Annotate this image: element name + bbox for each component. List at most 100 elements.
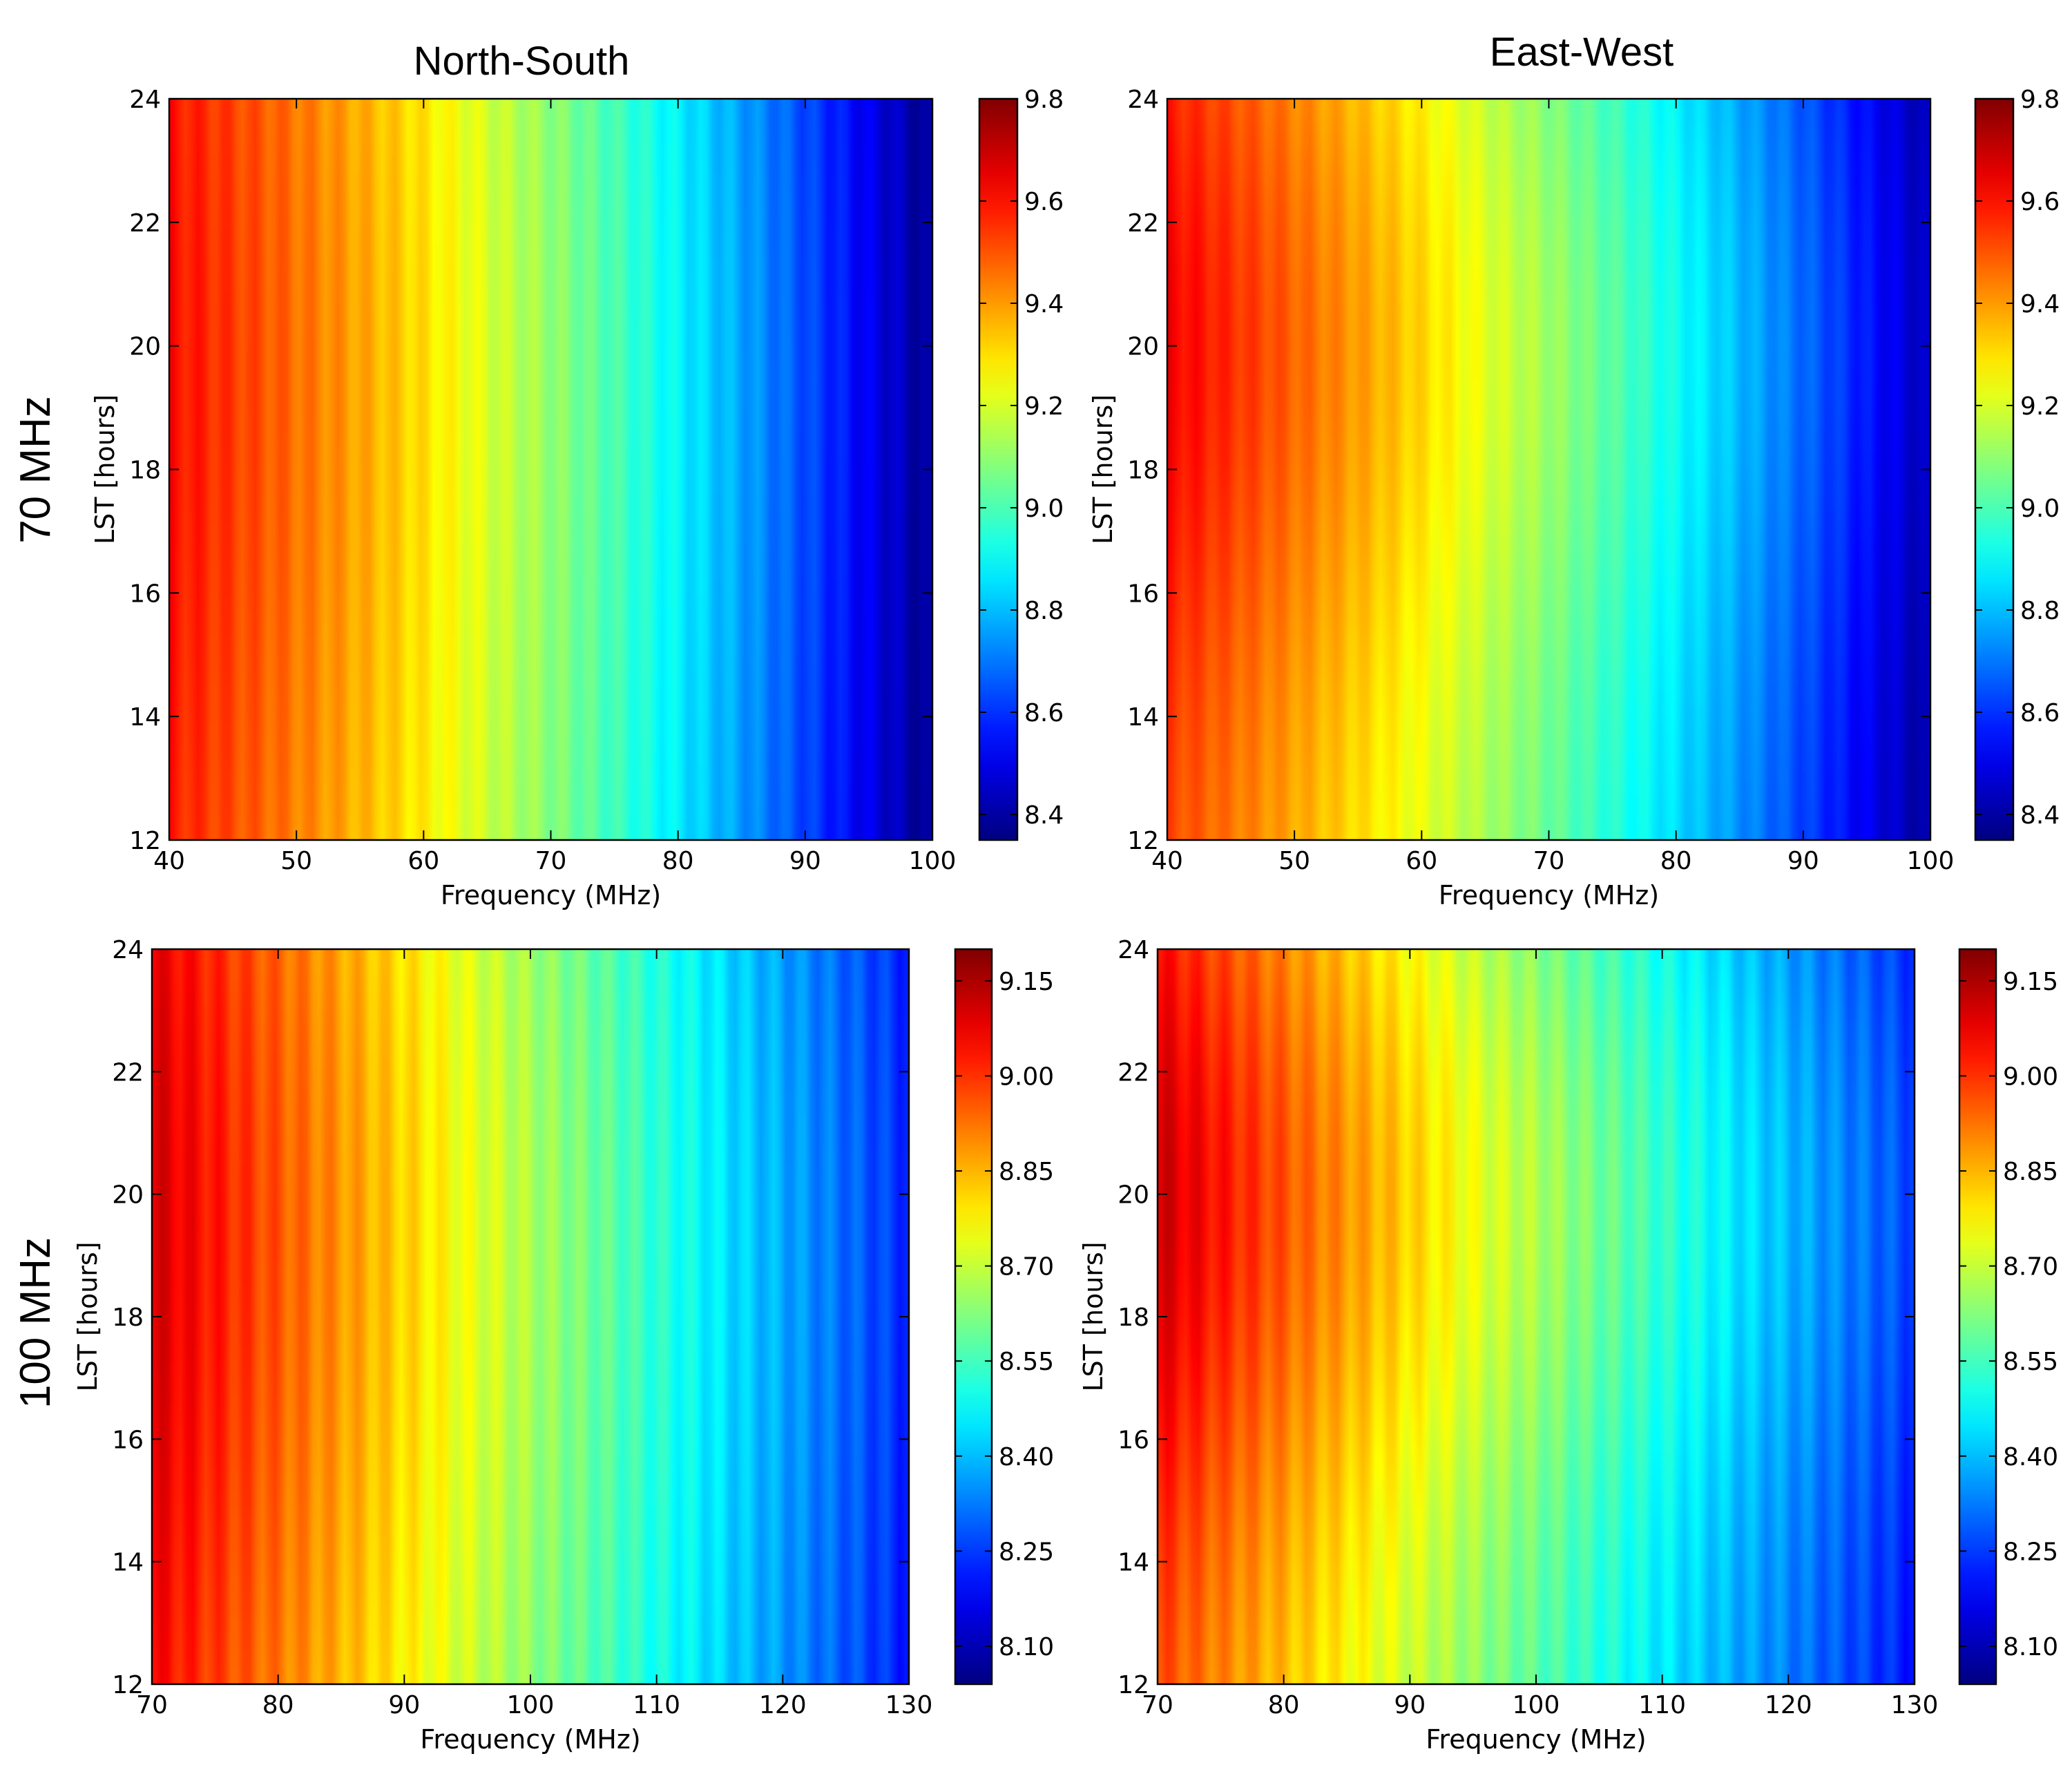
y-tick-label: 14 xyxy=(129,703,161,732)
colorbar-tick-label: 8.55 xyxy=(999,1348,1054,1376)
y-tick-label: 22 xyxy=(129,209,161,238)
x-axis-label: Frequency (MHz) xyxy=(1426,1724,1646,1755)
y-tick-label: 16 xyxy=(1117,1426,1149,1454)
x-tick-label: 50 xyxy=(280,847,312,875)
y-tick-label: 12 xyxy=(1127,827,1159,855)
row-label-100-mhz: 100 MHz xyxy=(12,1237,59,1409)
y-tick-label: 16 xyxy=(1127,580,1159,608)
colorbar-tick-label: 8.8 xyxy=(2020,597,2060,625)
colorbar-tick-label: 8.10 xyxy=(2003,1633,2058,1661)
y-tick-label: 22 xyxy=(1117,1058,1149,1087)
colorbar-tick-label: 9.6 xyxy=(2020,188,2060,216)
y-tick-label: 14 xyxy=(1127,703,1159,732)
colorbar-tick-label: 9.15 xyxy=(2003,968,2058,996)
colorbar-frame xyxy=(1958,948,1997,1686)
colorbar-tick-label: 9.15 xyxy=(999,968,1054,996)
colorbar-tick-label: 8.40 xyxy=(999,1443,1054,1471)
colorbar-tick-label: 8.6 xyxy=(2020,699,2060,727)
y-tick-label: 14 xyxy=(1117,1549,1149,1577)
y-axis-label: LST [hours] xyxy=(73,1241,103,1391)
colorbar-tick-label: 8.6 xyxy=(1024,699,1064,727)
colorbar-tick-label: 9.00 xyxy=(2003,1062,2058,1091)
x-tick-label: 40 xyxy=(153,847,185,875)
colorbar-tick-label: 8.25 xyxy=(999,1538,1054,1566)
panels: 40 50 60 70 80 90 100 12 14 16 18 20 22 24 Frequency (… xyxy=(73,86,2060,1755)
colorbar-frame xyxy=(978,97,1019,841)
x-tick-label: 80 xyxy=(1660,847,1692,875)
x-tick-label: 110 xyxy=(633,1691,680,1719)
y-axis-label: LST [hours] xyxy=(1078,1241,1109,1391)
x-axis-label: Frequency (MHz) xyxy=(1439,880,1659,910)
y-tick-label: 24 xyxy=(1127,86,1159,114)
colorbar-tick-label: 9.0 xyxy=(1024,495,1064,523)
colorbar-tick-label: 9.4 xyxy=(2020,290,2060,318)
colorbar xyxy=(955,949,992,1684)
y-tick-label: 12 xyxy=(129,827,161,855)
colorbar-tick-label: 8.85 xyxy=(999,1158,1054,1186)
heatmap-panel: 70 80 90 100 110 120 130 12 14 16 18 20 22 24 Frequenc… xyxy=(1078,936,2058,1755)
x-tick-label: 100 xyxy=(909,847,957,875)
colorbar-tick-label: 9.8 xyxy=(1024,86,1064,114)
x-tick-label: 70 xyxy=(1533,847,1565,875)
x-tick-label: 100 xyxy=(1907,847,1955,875)
x-tick-label: 40 xyxy=(1151,847,1183,875)
colorbar-tick-label: 8.55 xyxy=(2003,1348,2058,1376)
x-tick-label: 90 xyxy=(1394,1691,1426,1719)
y-tick-label: 24 xyxy=(129,86,161,114)
colorbar-tick-label: 8.40 xyxy=(2003,1443,2058,1471)
y-tick-label: 24 xyxy=(1117,936,1149,964)
y-tick-label: 16 xyxy=(112,1426,144,1454)
colorbar-tick-label: 9.8 xyxy=(2020,86,2060,114)
colorbar-tick-label: 9.2 xyxy=(2020,392,2060,421)
x-tick-label: 50 xyxy=(1278,847,1310,875)
y-tick-label: 18 xyxy=(1127,457,1159,485)
colorbar-tick-label: 8.4 xyxy=(2020,801,2060,830)
colorbar-tick-label: 8.70 xyxy=(999,1253,1054,1281)
heatmap-image xyxy=(152,949,909,1684)
x-tick-label: 120 xyxy=(1765,1691,1812,1719)
heatmap-image xyxy=(1158,949,1915,1684)
colorbar xyxy=(1959,949,1996,1684)
x-tick-label: 90 xyxy=(789,847,821,875)
x-tick-label: 60 xyxy=(407,847,439,875)
colorbar-tick-label: 9.4 xyxy=(1024,290,1064,318)
y-tick-label: 16 xyxy=(129,580,161,608)
colorbar-tick-label: 8.25 xyxy=(2003,1538,2058,1566)
x-tick-label: 130 xyxy=(885,1691,933,1719)
colorbar-tick-label: 9.2 xyxy=(1024,392,1064,421)
y-tick-label: 20 xyxy=(129,333,161,361)
colorbar-tick-label: 9.0 xyxy=(2020,495,2060,523)
x-tick-label: 80 xyxy=(662,847,694,875)
x-tick-label: 90 xyxy=(388,1691,420,1719)
x-tick-label: 70 xyxy=(1142,1691,1173,1719)
x-axis-label: Frequency (MHz) xyxy=(420,1724,640,1755)
column-title-east-west: East-West xyxy=(1490,30,1673,75)
y-tick-label: 18 xyxy=(112,1304,144,1332)
x-tick-label: 80 xyxy=(1268,1691,1300,1719)
y-tick-label: 18 xyxy=(1117,1304,1149,1332)
heatmap-image xyxy=(1167,99,1930,840)
x-axis-label: Frequency (MHz) xyxy=(441,880,661,910)
y-tick-label: 14 xyxy=(112,1549,144,1577)
heatmap-image xyxy=(169,99,932,840)
colorbar-tick-label: 8.4 xyxy=(1024,801,1064,830)
y-axis-label: LST [hours] xyxy=(1088,394,1118,544)
y-tick-label: 18 xyxy=(129,457,161,485)
x-tick-label: 80 xyxy=(262,1691,294,1719)
heatmap-panel: 40 50 60 70 80 90 100 12 14 16 18 20 22 24 Frequency (… xyxy=(1088,86,2060,910)
column-title-north-south: North-South xyxy=(414,39,630,84)
colorbar-tick-label: 8.85 xyxy=(2003,1158,2058,1186)
colorbar xyxy=(979,99,1017,840)
colorbar-frame xyxy=(954,948,993,1686)
y-tick-label: 20 xyxy=(1117,1181,1149,1210)
y-tick-label: 12 xyxy=(112,1671,144,1699)
colorbar xyxy=(1975,99,2013,840)
x-tick-label: 60 xyxy=(1406,847,1437,875)
y-tick-label: 22 xyxy=(1127,209,1159,238)
colorbar-tick-label: 9.6 xyxy=(1024,188,1064,216)
y-tick-label: 24 xyxy=(112,936,144,964)
y-tick-label: 20 xyxy=(1127,333,1159,361)
x-tick-label: 90 xyxy=(1787,847,1819,875)
y-tick-label: 20 xyxy=(112,1181,144,1210)
